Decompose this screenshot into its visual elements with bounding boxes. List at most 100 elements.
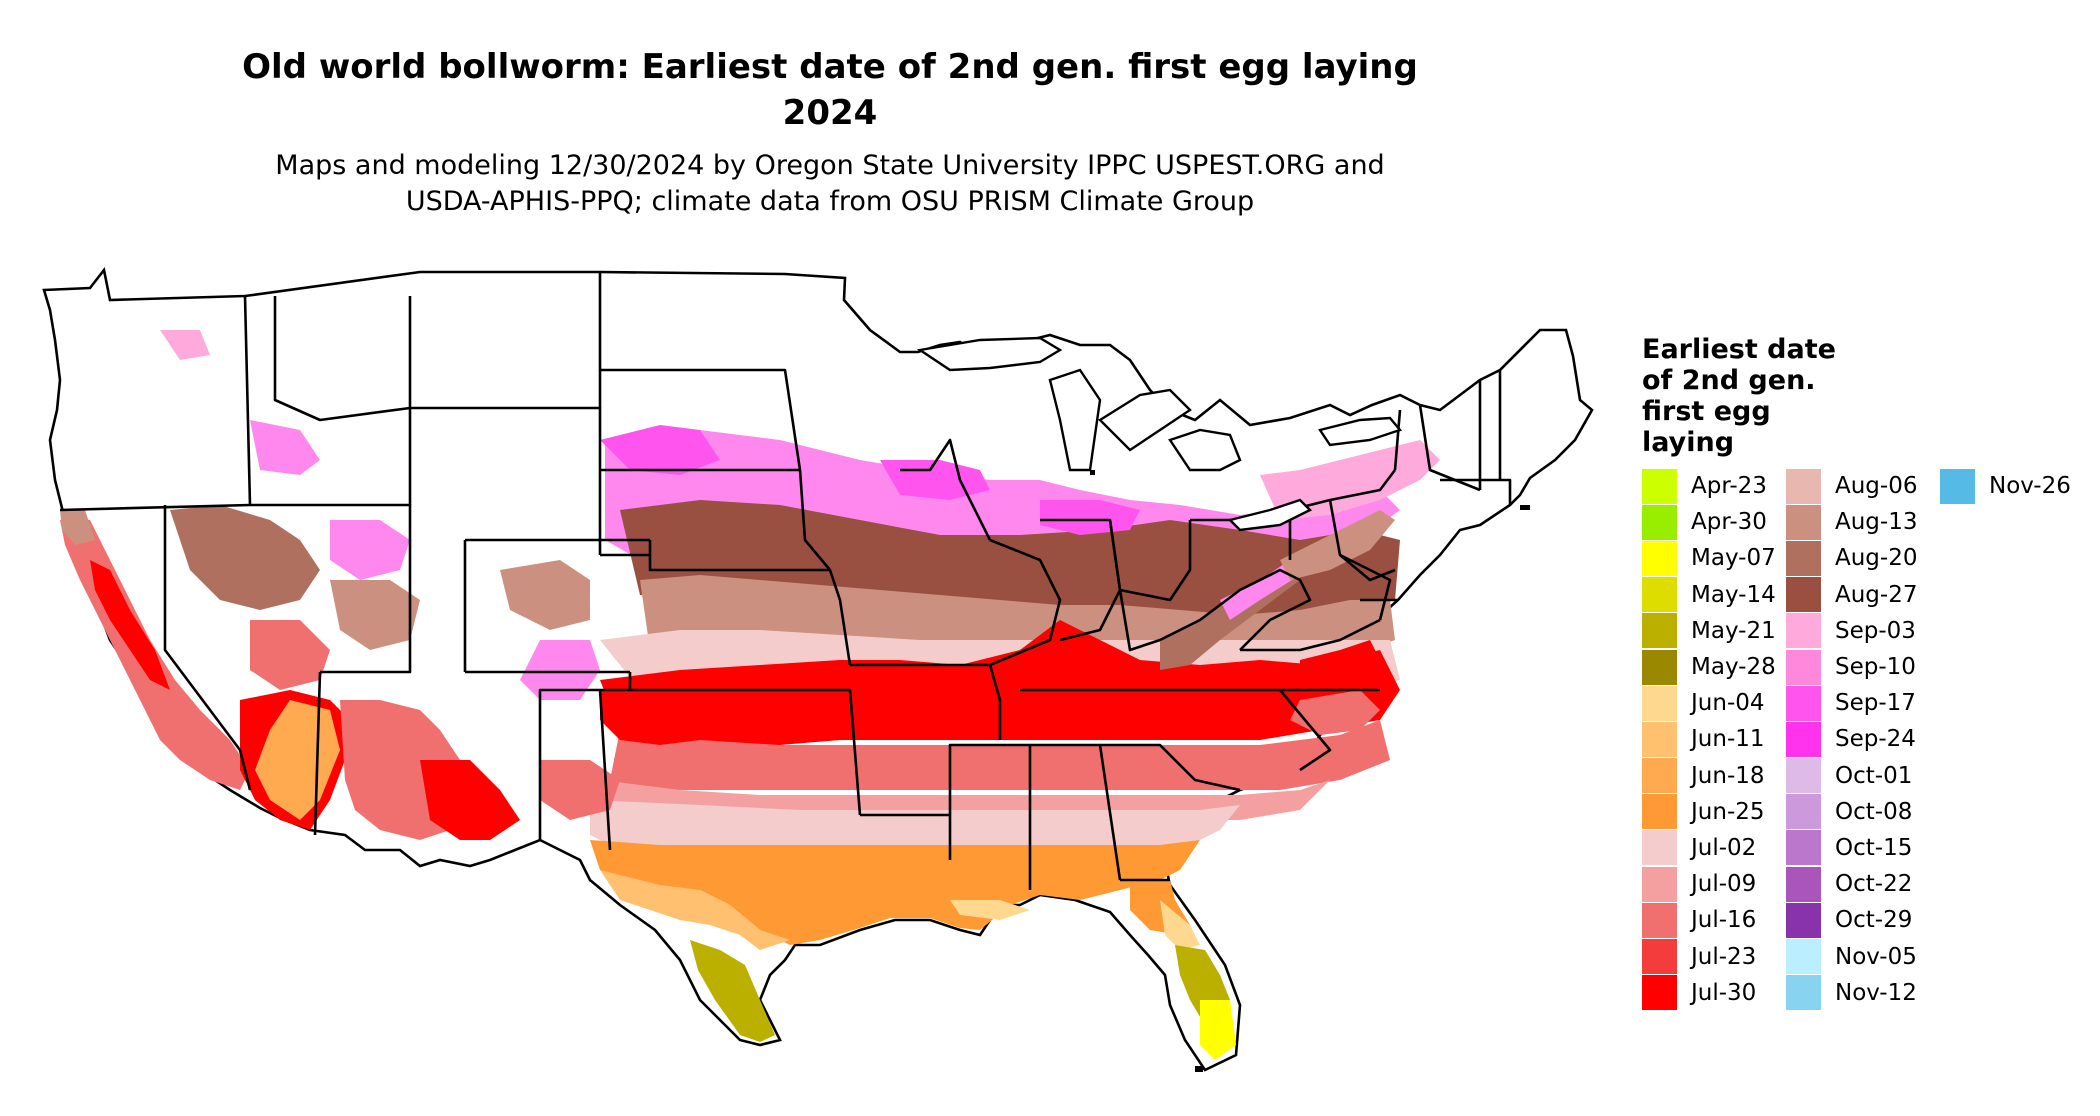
legend-label: May-28 bbox=[1691, 654, 1776, 681]
legend-label: Jul-02 bbox=[1691, 834, 1757, 861]
legend-item: Oct-08 bbox=[1786, 794, 1917, 830]
legend-label: Nov-05 bbox=[1835, 943, 1917, 970]
legend-label: Apr-30 bbox=[1691, 509, 1767, 536]
legend-label: Nov-12 bbox=[1835, 979, 1917, 1006]
legend-item: May-07 bbox=[1642, 540, 1776, 576]
legend-label: Aug-13 bbox=[1835, 509, 1918, 536]
legend-label: Aug-27 bbox=[1835, 581, 1918, 608]
legend-swatch bbox=[1642, 649, 1677, 685]
legend-label: Jun-25 bbox=[1691, 798, 1765, 825]
legend-label: May-07 bbox=[1691, 545, 1776, 572]
legend-swatch bbox=[1642, 758, 1677, 794]
legend-swatch bbox=[1642, 975, 1677, 1011]
legend-swatch bbox=[1786, 939, 1821, 975]
legend-label: Jul-23 bbox=[1691, 943, 1757, 970]
legend-label: Aug-20 bbox=[1835, 545, 1918, 572]
legend-swatch bbox=[1786, 902, 1821, 938]
legend-swatch bbox=[1786, 613, 1821, 649]
legend-label: Jul-09 bbox=[1691, 871, 1757, 898]
legend-item: Oct-01 bbox=[1786, 758, 1917, 794]
legend-swatch bbox=[1786, 468, 1821, 504]
legend-item: May-21 bbox=[1642, 613, 1776, 649]
legend-title: Earliest date of 2nd gen. first egg layi… bbox=[1642, 334, 1902, 458]
legend-label: Jun-11 bbox=[1691, 726, 1765, 753]
legend-item: Oct-15 bbox=[1786, 830, 1917, 866]
legend-item: Jul-09 bbox=[1642, 866, 1776, 902]
legend-item: Sep-24 bbox=[1786, 721, 1917, 757]
legend-swatch bbox=[1940, 468, 1975, 504]
legend-label: Sep-24 bbox=[1835, 726, 1916, 753]
legend-item: Jul-16 bbox=[1642, 902, 1776, 938]
legend-label: Oct-29 bbox=[1835, 907, 1913, 934]
legend-title-line: of 2nd gen. bbox=[1642, 365, 1816, 396]
legend-label: Oct-01 bbox=[1835, 762, 1913, 789]
legend-item: Nov-12 bbox=[1786, 975, 1917, 1011]
legend-label: Jul-16 bbox=[1691, 907, 1757, 934]
legend-label: Sep-03 bbox=[1835, 617, 1916, 644]
legend-item: Apr-30 bbox=[1642, 504, 1776, 540]
legend-swatch bbox=[1642, 794, 1677, 830]
legend-swatch bbox=[1642, 830, 1677, 866]
legend-item: Oct-22 bbox=[1786, 866, 1917, 902]
legend-label: Jun-04 bbox=[1691, 690, 1765, 717]
legend-swatch bbox=[1786, 577, 1821, 613]
legend-swatch bbox=[1642, 866, 1677, 902]
legend-item: Sep-10 bbox=[1786, 649, 1917, 685]
legend-swatch bbox=[1786, 685, 1821, 721]
legend-item: Jun-18 bbox=[1642, 758, 1776, 794]
legend-label: Aug-06 bbox=[1835, 473, 1918, 500]
legend-swatch bbox=[1642, 939, 1677, 975]
legend-item: May-14 bbox=[1642, 577, 1776, 613]
map-title: Old world bollworm: Earliest date of 2nd… bbox=[60, 44, 1600, 136]
legend-swatch bbox=[1642, 721, 1677, 757]
legend-item: Jun-04 bbox=[1642, 685, 1776, 721]
legend-label: Sep-17 bbox=[1835, 690, 1916, 717]
legend-label: Oct-08 bbox=[1835, 798, 1913, 825]
legend-swatch bbox=[1642, 540, 1677, 576]
legend-label: Nov-26 bbox=[1989, 473, 2071, 500]
legend-item: Nov-26 bbox=[1940, 468, 2071, 504]
legend-item: Apr-23 bbox=[1642, 468, 1776, 504]
legend-item: Jun-25 bbox=[1642, 794, 1776, 830]
map-subtitle: Maps and modeling 12/30/2024 by Oregon S… bbox=[60, 148, 1600, 220]
title-line-1: Old world bollworm: Earliest date of 2nd… bbox=[242, 47, 1418, 87]
legend-swatch bbox=[1786, 758, 1821, 794]
legend-item: Aug-06 bbox=[1786, 468, 1917, 504]
legend-swatch bbox=[1786, 866, 1821, 902]
legend-label: May-21 bbox=[1691, 617, 1776, 644]
legend-item: Jul-23 bbox=[1642, 938, 1776, 975]
color-zones bbox=[60, 330, 1440, 1060]
legend-label: Jul-30 bbox=[1691, 979, 1757, 1006]
subtitle-line-2: USDA-APHIS-PPQ; climate data from OSU PR… bbox=[405, 186, 1255, 217]
legend-title-line: first egg bbox=[1642, 396, 1771, 427]
great-lakes bbox=[916, 336, 1403, 532]
legend-item: Aug-13 bbox=[1786, 504, 1917, 540]
title-line-2: 2024 bbox=[782, 93, 878, 133]
legend-swatch bbox=[1786, 649, 1821, 685]
legend-item: Oct-29 bbox=[1786, 902, 1917, 938]
legend-item: May-28 bbox=[1642, 649, 1776, 685]
legend-item: Aug-27 bbox=[1786, 577, 1917, 613]
legend-swatch bbox=[1786, 975, 1821, 1011]
legend-title-line: Earliest date bbox=[1642, 334, 1836, 365]
legend-label: Sep-10 bbox=[1835, 654, 1916, 681]
legend-swatch bbox=[1642, 685, 1677, 721]
legend-label: May-14 bbox=[1691, 581, 1776, 608]
legend-column-2: Aug-06 Aug-13 Aug-20 Aug-27 Sep-03 Sep-10 Sep-… bbox=[1786, 468, 1917, 1011]
legend-column-3: Nov-26 bbox=[1940, 468, 2071, 504]
legend-swatch bbox=[1786, 830, 1821, 866]
legend-label: Apr-23 bbox=[1691, 473, 1767, 500]
legend-swatch bbox=[1642, 504, 1677, 540]
legend-swatch bbox=[1786, 721, 1821, 757]
legend-item: Sep-03 bbox=[1786, 613, 1917, 649]
legend-swatch bbox=[1786, 794, 1821, 830]
legend-item: Aug-20 bbox=[1786, 540, 1917, 576]
legend-item: Jul-02 bbox=[1642, 830, 1776, 866]
legend-column-1: Apr-23 Apr-30 May-07 May-14 May-21 May-28 Jun-… bbox=[1642, 468, 1776, 1011]
legend-item: Jun-11 bbox=[1642, 721, 1776, 757]
islands bbox=[1090, 470, 1530, 1072]
legend-swatch bbox=[1786, 504, 1821, 540]
legend-title-line: laying bbox=[1642, 427, 1735, 458]
legend-swatch bbox=[1786, 540, 1821, 576]
